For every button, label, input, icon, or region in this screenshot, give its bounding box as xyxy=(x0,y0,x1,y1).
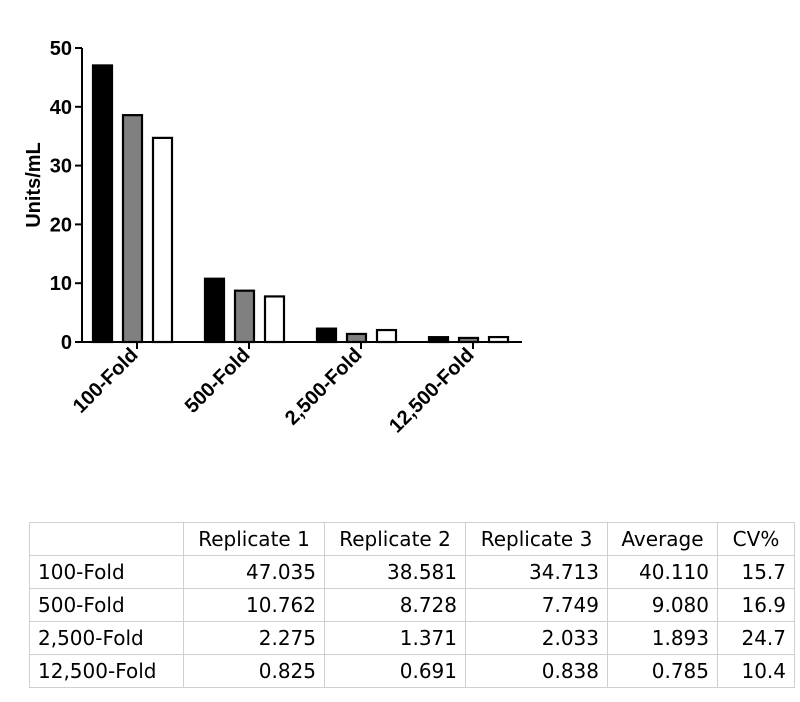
cell-replicate-3: 34.713 xyxy=(465,555,608,589)
bar xyxy=(375,328,398,344)
y-axis-label: Units/mL xyxy=(23,142,45,228)
y-axis: 0 10 20 30 40 50 xyxy=(50,38,83,354)
header-replicate-3: Replicate 3 xyxy=(465,522,608,556)
y-tick-label: 0 xyxy=(61,332,72,354)
cell-replicate-1: 10.762 xyxy=(183,588,325,622)
bar xyxy=(91,64,114,344)
y-tick-label: 30 xyxy=(50,156,72,178)
cell-cv: 24.7 xyxy=(717,621,795,655)
cell-replicate-2: 0.691 xyxy=(324,654,466,688)
cell-average: 9.080 xyxy=(607,588,718,622)
bar xyxy=(263,295,286,344)
x-tick-label: 500-Fold xyxy=(181,344,255,418)
cell-replicate-3: 7.749 xyxy=(465,588,608,622)
bar xyxy=(203,277,226,344)
cell-replicate-1: 2.275 xyxy=(183,621,325,655)
cell-average: 40.110 xyxy=(607,555,718,589)
bar xyxy=(233,289,256,344)
header-replicate-2: Replicate 2 xyxy=(324,522,466,556)
header-cv: CV% xyxy=(717,522,795,556)
x-tick-label: 2,500-Fold xyxy=(281,344,367,430)
row-label: 12,500-Fold xyxy=(29,654,184,688)
results-table: Replicate 1 Replicate 2 Replicate 3 Aver… xyxy=(29,522,795,688)
bar-chart: 0 10 20 30 40 50 100-Fold 500-Fold 2,500-Fold 12… xyxy=(23,38,522,437)
y-tick-label: 40 xyxy=(50,97,72,119)
row-label: 500-Fold xyxy=(29,588,184,622)
bar xyxy=(151,136,174,344)
cell-average: 1.893 xyxy=(607,621,718,655)
row-label: 100-Fold xyxy=(29,555,184,589)
cell-replicate-1: 0.825 xyxy=(183,654,325,688)
cell-replicate-3: 2.033 xyxy=(465,621,608,655)
cell-replicate-1: 47.035 xyxy=(183,555,325,589)
cell-replicate-2: 38.581 xyxy=(324,555,466,589)
table-row: 12,500-Fold 0.825 0.691 0.838 0.785 10.4 xyxy=(29,654,795,688)
x-tick-label: 12,500-Fold xyxy=(385,344,478,437)
cell-cv: 10.4 xyxy=(717,654,795,688)
cell-cv: 16.9 xyxy=(717,588,795,622)
bar xyxy=(315,327,338,344)
cell-replicate-2: 1.371 xyxy=(324,621,466,655)
header-replicate-1: Replicate 1 xyxy=(183,522,325,556)
row-label: 2,500-Fold xyxy=(29,621,184,655)
header-corner xyxy=(29,522,184,556)
table-row: 500-Fold 10.762 8.728 7.749 9.080 16.9 xyxy=(29,588,795,622)
bar xyxy=(345,332,368,344)
cell-average: 0.785 xyxy=(607,654,718,688)
cell-replicate-3: 0.838 xyxy=(465,654,608,688)
cell-replicate-2: 8.728 xyxy=(324,588,466,622)
table-row: 100-Fold 47.035 38.581 34.713 40.110 15.… xyxy=(29,555,795,589)
x-tick-label: 100-Fold xyxy=(69,344,143,418)
table-row: 2,500-Fold 2.275 1.371 2.033 1.893 24.7 xyxy=(29,621,795,655)
y-tick-label: 50 xyxy=(50,38,72,60)
y-tick-label: 20 xyxy=(50,214,72,236)
table-header-row: Replicate 1 Replicate 2 Replicate 3 Aver… xyxy=(29,522,795,556)
bar-series xyxy=(91,64,510,344)
header-average: Average xyxy=(607,522,718,556)
x-axis: 100-Fold 500-Fold 2,500-Fold 12,500-Fold xyxy=(69,341,522,437)
y-tick-label: 10 xyxy=(50,273,72,295)
cell-cv: 15.7 xyxy=(717,555,795,589)
bar xyxy=(121,114,144,344)
